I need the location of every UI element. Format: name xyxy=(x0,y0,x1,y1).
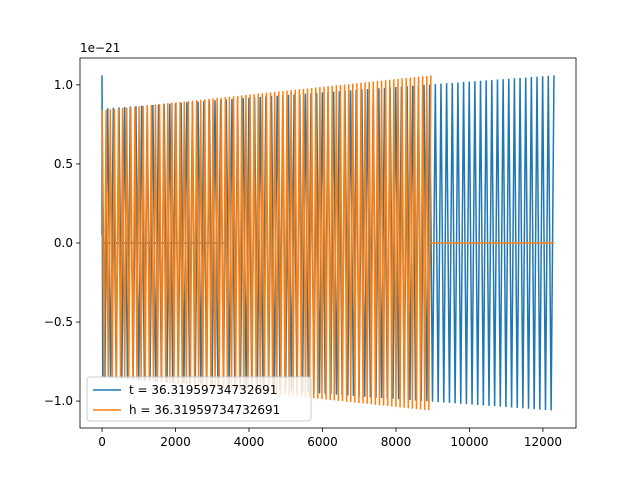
x-tick-label: 12000 xyxy=(524,435,562,449)
y-tick-label: 0.0 xyxy=(54,236,73,250)
y-tick-label: −0.5 xyxy=(44,315,73,329)
series-line-1 xyxy=(101,75,555,411)
series-layer xyxy=(101,75,555,411)
legend: t = 36.31959734732691 h = 36.319597347326… xyxy=(86,376,312,422)
x-tick-label: 8000 xyxy=(381,435,412,449)
legend-label-1: t = 36.31959734732691 xyxy=(129,383,277,397)
x-tick-label: 0 xyxy=(98,435,106,449)
y-tick-label: 0.5 xyxy=(54,157,73,171)
x-tick-label: 10000 xyxy=(450,435,488,449)
x-tick-label: 2000 xyxy=(160,435,191,449)
legend-label-2: h = 36.31959734732691 xyxy=(129,403,280,417)
x-axis-ticks: 0 2000 4000 6000 8000 10000 12000 xyxy=(98,428,562,449)
x-tick-label: 6000 xyxy=(307,435,338,449)
series-line-2 xyxy=(101,75,432,411)
legend-box xyxy=(86,376,312,422)
y-offset-text: 1e−21 xyxy=(80,41,120,55)
y-tick-label: −1.0 xyxy=(44,394,73,408)
x-tick-label: 4000 xyxy=(234,435,265,449)
y-tick-label: 1.0 xyxy=(54,78,73,92)
y-axis-ticks: −1.0 −0.5 0.0 0.5 1.0 xyxy=(44,78,80,408)
